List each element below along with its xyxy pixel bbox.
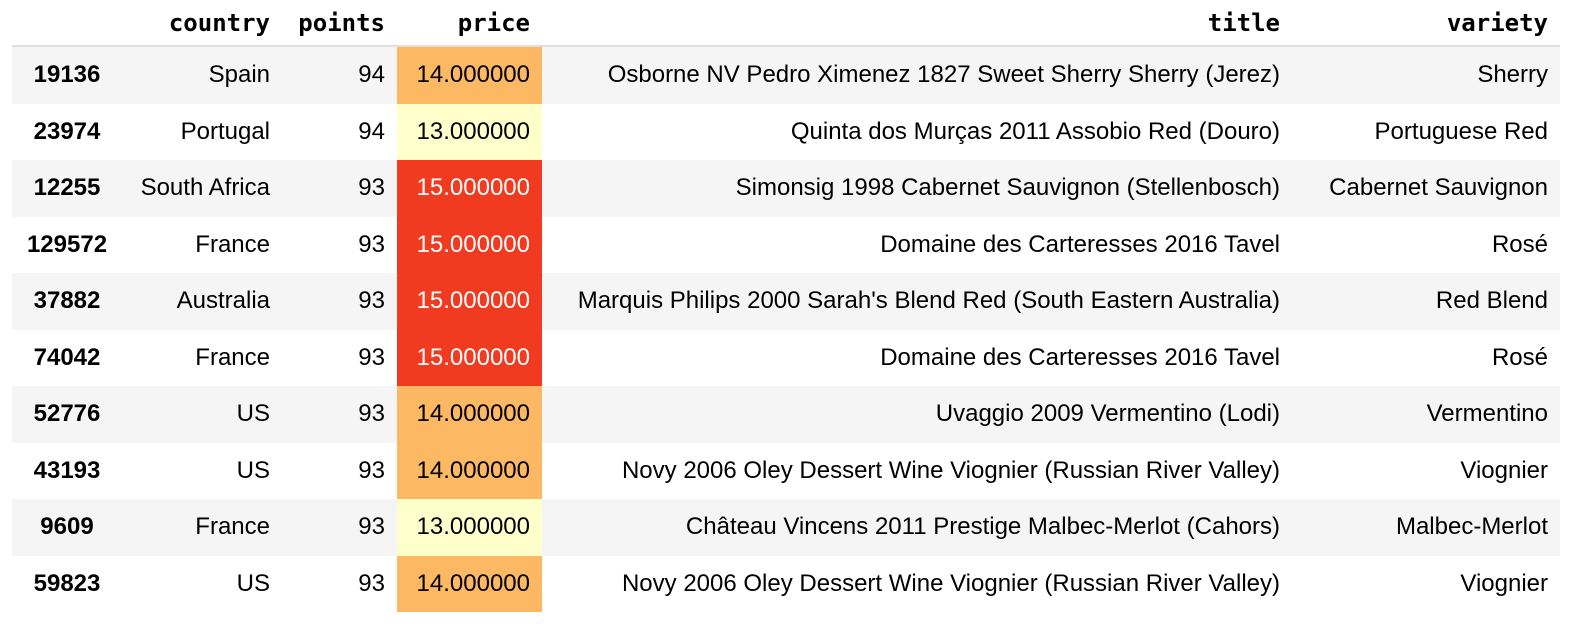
variety-cell: Malbec-Merlot bbox=[1395, 513, 1548, 541]
dataframe-table: country points price title variety 19136… bbox=[12, 0, 1560, 612]
price-cell: 13.000000 bbox=[397, 499, 542, 556]
variety-cell: Rosé bbox=[1491, 230, 1548, 258]
price-header: price bbox=[397, 0, 542, 47]
variety-cell: Red Blend bbox=[1435, 287, 1548, 315]
points-cell: 94 bbox=[358, 61, 385, 89]
country-cell: Spain bbox=[208, 61, 270, 89]
table-body: 19136 Spain 94 14.000000 Osborne NV Pedr… bbox=[12, 46, 1560, 612]
table-row: 52776 US 93 14.000000 Uvaggio 2009 Verme… bbox=[12, 386, 1560, 443]
country-cell: Australia bbox=[176, 287, 270, 315]
country-cell: US bbox=[236, 569, 270, 597]
points-cell: 94 bbox=[358, 117, 385, 145]
points-cell: 93 bbox=[358, 174, 385, 202]
country-cell: US bbox=[236, 400, 270, 428]
table-row: 129572 France 93 15.000000 Domaine des C… bbox=[12, 216, 1560, 273]
title-cell: Marquis Philips 2000 Sarah's Blend Red (… bbox=[577, 287, 1280, 315]
dataframe-output: country points price title variety 19136… bbox=[12, 0, 1560, 612]
table-row: 19136 Spain 94 14.000000 Osborne NV Pedr… bbox=[12, 46, 1560, 104]
points-cell: 93 bbox=[358, 456, 385, 484]
table-row: 43193 US 93 14.000000 Novy 2006 Oley Des… bbox=[12, 442, 1560, 499]
variety-header: variety bbox=[1292, 0, 1560, 47]
price-cell: 13.000000 bbox=[397, 103, 542, 160]
row-index: 59823 bbox=[33, 569, 101, 597]
variety-cell: Viognier bbox=[1460, 456, 1548, 484]
row-index: 19136 bbox=[33, 61, 101, 89]
row-index: 74042 bbox=[33, 343, 101, 371]
title-cell: Osborne NV Pedro Ximenez 1827 Sweet Sher… bbox=[607, 61, 1280, 89]
title-cell: Domaine des Carteresses 2016 Tavel bbox=[880, 343, 1280, 371]
table-row: 59823 US 93 14.000000 Novy 2006 Oley Des… bbox=[12, 555, 1560, 612]
country-cell: South Africa bbox=[140, 174, 270, 202]
price-cell: 15.000000 bbox=[397, 329, 542, 386]
row-index: 12255 bbox=[33, 174, 101, 202]
table-row: 74042 France 93 15.000000 Domaine des Ca… bbox=[12, 329, 1560, 386]
title-cell: Novy 2006 Oley Dessert Wine Viognier (Ru… bbox=[621, 456, 1280, 484]
variety-cell: Vermentino bbox=[1426, 400, 1548, 428]
row-index: 23974 bbox=[33, 117, 101, 145]
table-row: 23974 Portugal 94 13.000000 Quinta dos M… bbox=[12, 103, 1560, 160]
title-cell: Uvaggio 2009 Vermentino (Lodi) bbox=[935, 400, 1280, 428]
title-cell: Novy 2006 Oley Dessert Wine Viognier (Ru… bbox=[621, 569, 1280, 597]
price-cell: 14.000000 bbox=[397, 386, 542, 443]
row-index: 43193 bbox=[33, 456, 101, 484]
price-cell: 15.000000 bbox=[397, 160, 542, 217]
title-cell: Simonsig 1998 Cabernet Sauvignon (Stelle… bbox=[735, 174, 1280, 202]
points-cell: 93 bbox=[358, 513, 385, 541]
index-header bbox=[12, 0, 122, 47]
country-cell: Portugal bbox=[180, 117, 270, 145]
title-cell: Château Vincens 2011 Prestige Malbec-Mer… bbox=[685, 513, 1280, 541]
country-cell: France bbox=[195, 343, 270, 371]
table-row: 12255 South Africa 93 15.000000 Simonsig… bbox=[12, 160, 1560, 217]
title-cell: Quinta dos Murças 2011 Assobio Red (Dour… bbox=[790, 117, 1280, 145]
points-header: points bbox=[282, 0, 397, 47]
row-index: 37882 bbox=[33, 287, 101, 315]
price-cell: 15.000000 bbox=[397, 216, 542, 273]
variety-cell: Portuguese Red bbox=[1374, 117, 1548, 145]
country-cell: US bbox=[236, 456, 270, 484]
table-row: 37882 Australia 93 15.000000 Marquis Phi… bbox=[12, 273, 1560, 330]
country-cell: France bbox=[195, 230, 270, 258]
price-cell: 14.000000 bbox=[397, 46, 542, 104]
points-cell: 93 bbox=[358, 287, 385, 315]
price-cell: 15.000000 bbox=[397, 273, 542, 330]
row-index: 129572 bbox=[26, 230, 108, 258]
table-row: 9609 France 93 13.000000 Château Vincens… bbox=[12, 499, 1560, 556]
country-cell: France bbox=[195, 513, 270, 541]
points-cell: 93 bbox=[358, 569, 385, 597]
variety-cell: Cabernet Sauvignon bbox=[1329, 174, 1548, 202]
points-cell: 93 bbox=[358, 343, 385, 371]
variety-cell: Rosé bbox=[1491, 343, 1548, 371]
table-header: country points price title variety bbox=[12, 0, 1560, 47]
row-index: 52776 bbox=[33, 400, 101, 428]
points-cell: 93 bbox=[358, 230, 385, 258]
country-header: country bbox=[122, 0, 282, 47]
title-cell: Domaine des Carteresses 2016 Tavel bbox=[880, 230, 1280, 258]
price-cell: 14.000000 bbox=[397, 442, 542, 499]
header-row: country points price title variety bbox=[12, 0, 1560, 47]
title-header: title bbox=[542, 0, 1292, 47]
row-index: 9609 bbox=[40, 513, 94, 541]
price-cell: 14.000000 bbox=[397, 555, 542, 612]
variety-cell: Viognier bbox=[1460, 569, 1548, 597]
variety-cell: Sherry bbox=[1477, 61, 1548, 89]
points-cell: 93 bbox=[358, 400, 385, 428]
